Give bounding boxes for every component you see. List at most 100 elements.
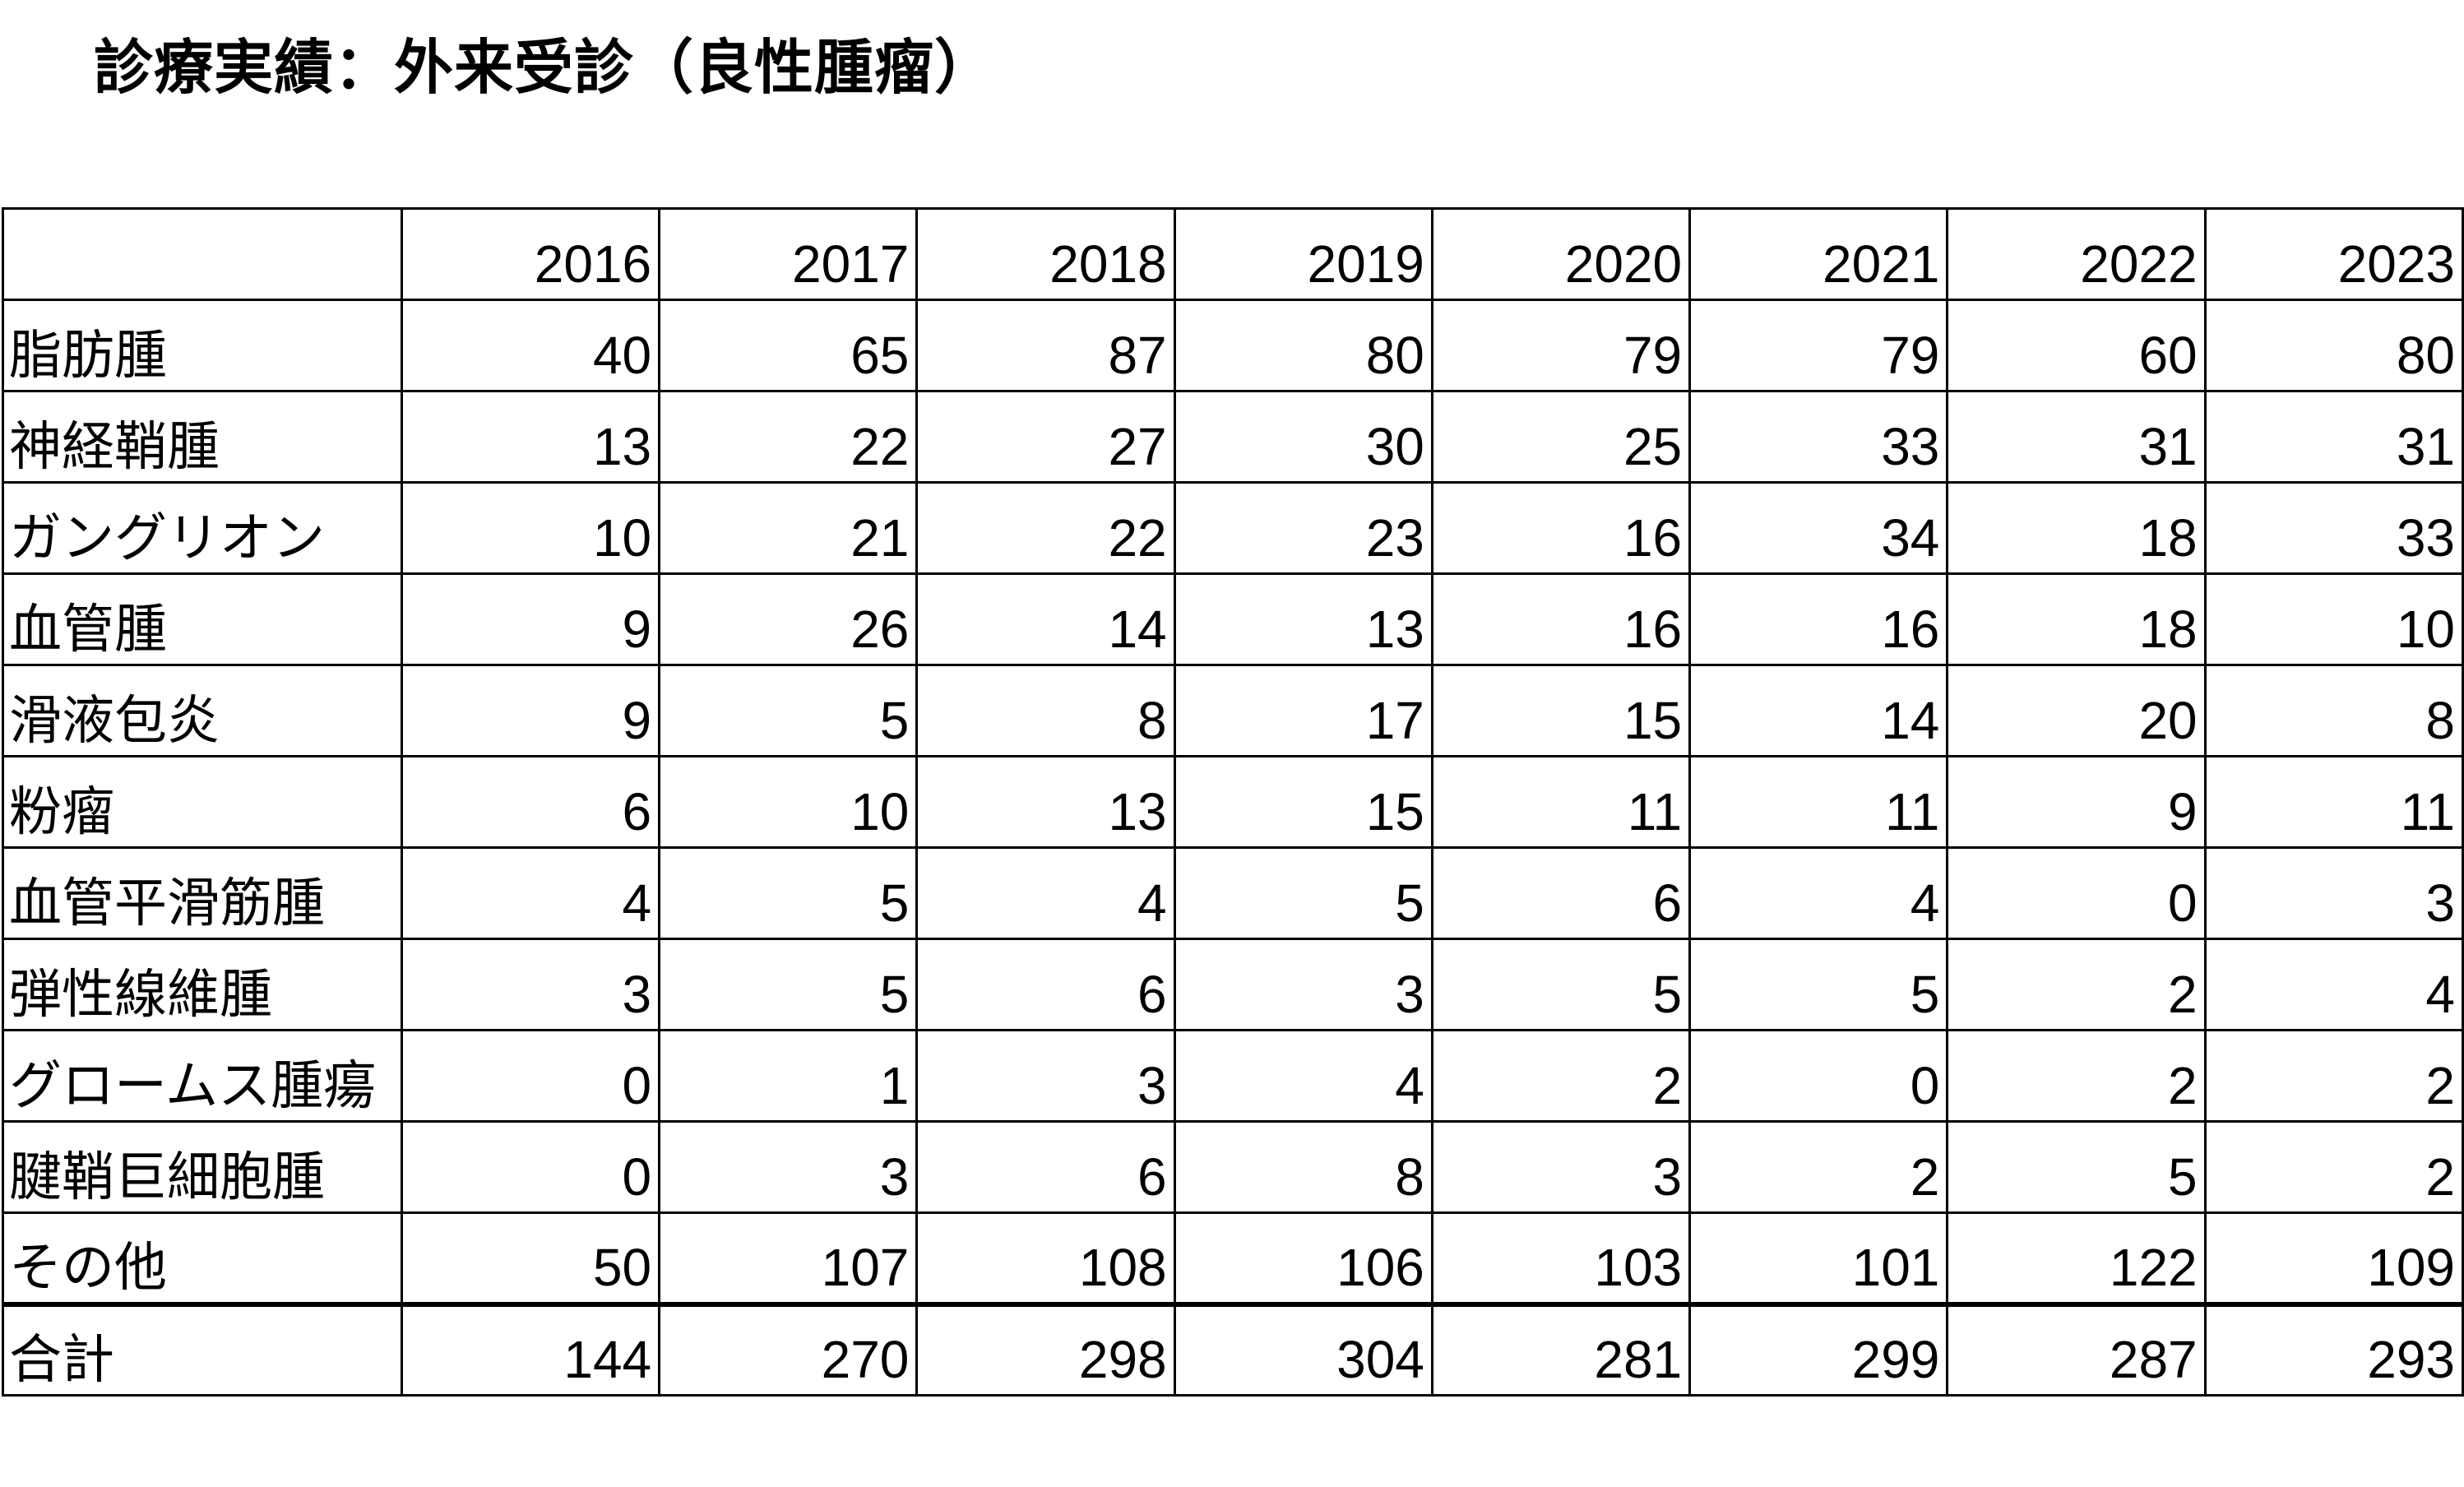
value-cell: 109 <box>2203 1211 2464 1305</box>
value-cell: 27 <box>915 390 1176 484</box>
value-cell: 9 <box>1946 755 2207 849</box>
value-cell: 80 <box>2203 299 2464 392</box>
value-cell: 26 <box>658 572 919 666</box>
value-cell: 2 <box>1430 1029 1692 1123</box>
value-cell: 65 <box>658 299 919 392</box>
row-label-cell: 脂肪腫 <box>2 299 403 392</box>
table-body: 2016 2017 2018 2019 2020 2021 2022 2023 … <box>2 207 2464 1397</box>
table-row: 腱鞘巨細胞腫 0 3 6 8 3 2 5 2 <box>2 1120 2464 1214</box>
value-cell: 13 <box>1173 572 1433 666</box>
value-cell: 5 <box>1946 1120 2207 1214</box>
table-row: 弾性線維腫 3 5 6 3 5 5 2 4 <box>2 938 2464 1031</box>
value-cell: 79 <box>1430 299 1692 392</box>
value-cell: 80 <box>1173 299 1433 392</box>
value-cell: 299 <box>1688 1301 1949 1397</box>
value-cell: 270 <box>658 1301 919 1397</box>
value-cell: 4 <box>400 846 661 940</box>
value-cell: 18 <box>1946 572 2207 666</box>
value-cell: 108 <box>915 1211 1176 1305</box>
value-cell: 21 <box>658 481 919 575</box>
year-header-cell: 2021 <box>1688 207 1949 301</box>
value-cell: 144 <box>400 1301 661 1397</box>
value-cell: 287 <box>1946 1301 2207 1397</box>
value-cell: 13 <box>400 390 661 484</box>
table-row: 脂肪腫 40 65 87 80 79 79 60 80 <box>2 299 2464 392</box>
value-cell: 2 <box>2203 1029 2464 1123</box>
value-cell: 298 <box>915 1301 1176 1397</box>
value-cell: 9 <box>400 572 661 666</box>
value-cell: 3 <box>1430 1120 1692 1214</box>
value-cell: 16 <box>1430 481 1692 575</box>
value-cell: 10 <box>2203 572 2464 666</box>
value-cell: 0 <box>400 1120 661 1214</box>
row-label-cell: 血管平滑筋腫 <box>2 846 403 940</box>
value-cell: 17 <box>1173 664 1433 757</box>
value-cell: 1 <box>658 1029 919 1123</box>
benign-tumor-visits-table: 2016 2017 2018 2019 2020 2021 2022 2023 … <box>2 207 2464 1397</box>
value-cell: 107 <box>658 1211 919 1305</box>
value-cell: 10 <box>400 481 661 575</box>
row-label-cell: その他 <box>2 1211 403 1305</box>
row-label-cell: ガングリオン <box>2 481 403 575</box>
value-cell: 6 <box>400 755 661 849</box>
row-label-cell: 合計 <box>2 1301 403 1397</box>
value-cell: 33 <box>2203 481 2464 575</box>
table-row: グロームス腫瘍 0 1 3 4 2 0 2 2 <box>2 1029 2464 1123</box>
row-label-cell: グロームス腫瘍 <box>2 1029 403 1123</box>
value-cell: 31 <box>1946 390 2207 484</box>
value-cell: 2 <box>1688 1120 1949 1214</box>
table-row: ガングリオン 10 21 22 23 16 34 18 33 <box>2 481 2464 575</box>
table-row: 神経鞘腫 13 22 27 30 25 33 31 31 <box>2 390 2464 484</box>
table-row: 粉瘤 6 10 13 15 11 11 9 11 <box>2 755 2464 849</box>
value-cell: 33 <box>1688 390 1949 484</box>
value-cell: 0 <box>1688 1029 1949 1123</box>
value-cell: 6 <box>1430 846 1692 940</box>
value-cell: 11 <box>1688 755 1949 849</box>
value-cell: 5 <box>658 846 919 940</box>
value-cell: 20 <box>1946 664 2207 757</box>
year-header-cell: 2019 <box>1173 207 1433 301</box>
value-cell: 4 <box>1688 846 1949 940</box>
value-cell: 8 <box>915 664 1176 757</box>
value-cell: 31 <box>2203 390 2464 484</box>
value-cell: 8 <box>2203 664 2464 757</box>
value-cell: 23 <box>1173 481 1433 575</box>
value-cell: 9 <box>400 664 661 757</box>
year-header-cell: 2016 <box>400 207 661 301</box>
value-cell: 2 <box>2203 1120 2464 1214</box>
value-cell: 5 <box>658 664 919 757</box>
year-header-cell: 2023 <box>2203 207 2464 301</box>
value-cell: 6 <box>915 938 1176 1031</box>
value-cell: 3 <box>1173 938 1433 1031</box>
row-label-cell: 腱鞘巨細胞腫 <box>2 1120 403 1214</box>
value-cell: 14 <box>915 572 1176 666</box>
value-cell: 5 <box>658 938 919 1031</box>
value-cell: 101 <box>1688 1211 1949 1305</box>
value-cell: 22 <box>658 390 919 484</box>
value-cell: 5 <box>1688 938 1949 1031</box>
value-cell: 40 <box>400 299 661 392</box>
value-cell: 2 <box>1946 1029 2207 1123</box>
value-cell: 281 <box>1430 1301 1692 1397</box>
table-row: その他 50 107 108 106 103 101 122 109 <box>2 1211 2464 1305</box>
value-cell: 122 <box>1946 1211 2207 1305</box>
table-row: 血管腫 9 26 14 13 16 16 18 10 <box>2 572 2464 666</box>
value-cell: 3 <box>400 938 661 1031</box>
value-cell: 106 <box>1173 1211 1433 1305</box>
header-corner-cell <box>2 207 403 301</box>
value-cell: 304 <box>1173 1301 1433 1397</box>
value-cell: 2 <box>1946 938 2207 1031</box>
value-cell: 15 <box>1430 664 1692 757</box>
total-row: 合計 144 270 298 304 281 299 287 293 <box>2 1301 2464 1397</box>
value-cell: 15 <box>1173 755 1433 849</box>
value-cell: 293 <box>2203 1301 2464 1397</box>
value-cell: 5 <box>1173 846 1433 940</box>
value-cell: 16 <box>1430 572 1692 666</box>
value-cell: 3 <box>915 1029 1176 1123</box>
row-label-cell: 滑液包炎 <box>2 664 403 757</box>
value-cell: 16 <box>1688 572 1949 666</box>
value-cell: 5 <box>1430 938 1692 1031</box>
value-cell: 18 <box>1946 481 2207 575</box>
value-cell: 22 <box>915 481 1176 575</box>
value-cell: 3 <box>658 1120 919 1214</box>
